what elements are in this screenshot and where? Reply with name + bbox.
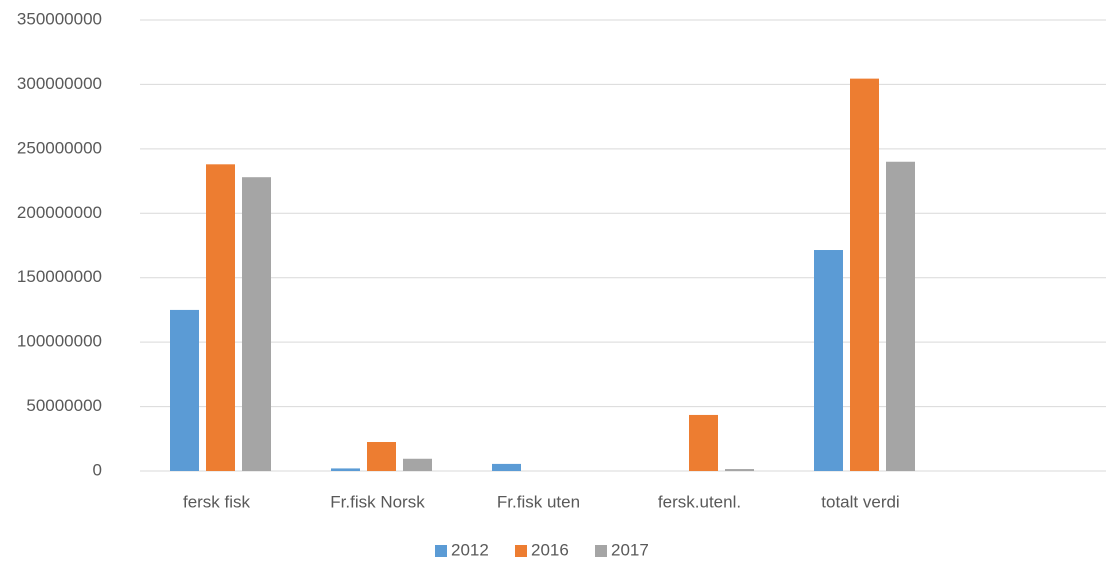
bar [886,161,915,471]
bar [725,469,754,471]
legend-label: 2016 [531,540,569,559]
bar [242,177,271,471]
y-tick-label: 150000000 [17,267,102,286]
bar [367,442,396,471]
x-tick-label: Fr.fisk Norsk [330,492,425,511]
x-tick-label: fersk fisk [183,492,251,511]
bar [689,414,718,471]
x-tick-label: totalt verdi [821,492,899,511]
bar [492,463,521,471]
y-tick-label: 200000000 [17,203,102,222]
y-tick-label: 300000000 [17,74,102,93]
bar [850,78,879,471]
x-tick-label: Fr.fisk uten [497,492,580,511]
bar [170,309,199,471]
y-tick-label: 350000000 [17,9,102,28]
y-tick-label: 100000000 [17,332,102,351]
bar [403,458,432,471]
y-tick-label: 250000000 [17,138,102,157]
legend-swatch [595,545,607,557]
y-tick-label: 50000000 [26,396,102,415]
bar [331,468,360,471]
legend-label: 2012 [451,540,489,559]
bar [814,250,843,471]
legend-label: 2017 [611,540,649,559]
bar [206,164,235,471]
x-tick-label: fersk.utenl. [658,492,741,511]
y-tick-label: 0 [93,460,102,479]
legend-swatch [435,545,447,557]
legend-swatch [515,545,527,557]
